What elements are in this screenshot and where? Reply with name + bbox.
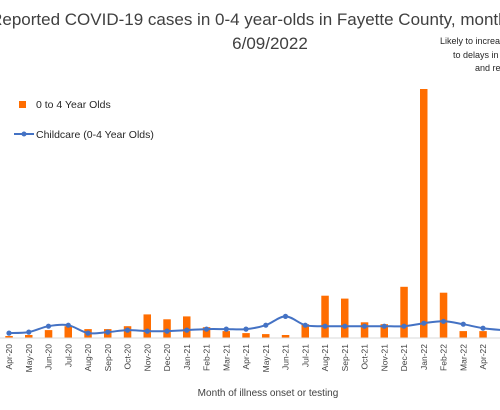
bar-Sep-21 <box>341 298 349 338</box>
childcare-point-Sep-20 <box>105 329 111 335</box>
x-tick-Jan-21: Jan-21 <box>182 344 192 370</box>
childcare-point-Apr-20 <box>6 330 12 336</box>
bar-Jun-20 <box>44 330 53 338</box>
x-tick-Feb-22: Feb-22 <box>439 344 449 371</box>
childcare-point-Oct-21 <box>361 323 368 329</box>
bars <box>5 89 487 338</box>
childcare-point-Apr-21 <box>243 326 249 332</box>
legend-label-cases: 0 to 4 Year Olds <box>36 99 111 111</box>
annotation-line-1: Likely to increa <box>440 36 500 46</box>
x-tick-Feb-21: Feb-21 <box>202 344 212 371</box>
annotation-line-2: to delays in <box>453 50 499 60</box>
childcare-point-Mar-21 <box>223 326 229 332</box>
bar-Jan-22 <box>420 89 428 338</box>
chart-title: Reported COVID-19 cases in 0-4 year-olds… <box>0 10 500 29</box>
childcare-point-May-21 <box>263 322 269 328</box>
bar-Jun-21 <box>281 335 290 338</box>
bar-Jul-20 <box>64 326 72 338</box>
x-tick-Dec-21: Dec-21 <box>399 344 409 372</box>
childcare-point-Nov-20 <box>144 328 150 334</box>
bar-Jul-21 <box>301 324 309 338</box>
x-tick-Nov-20: Nov-20 <box>142 344 152 372</box>
childcare-point-Mar-22 <box>460 321 466 327</box>
legend-label-childcare: Childcare (0-4 Year Olds) <box>36 129 154 141</box>
x-tick-Apr-20: Apr-20 <box>4 344 14 370</box>
childcare-point-Jun-21 <box>282 313 289 319</box>
bar-Nov-20 <box>143 314 151 338</box>
childcare-line <box>6 313 500 336</box>
childcare-point-Jul-21 <box>302 322 308 328</box>
x-tick-Sep-20: Sep-20 <box>103 344 113 372</box>
bar-Dec-21 <box>400 286 408 338</box>
legend-swatch-childcare-marker <box>21 131 27 137</box>
childcare-point-Aug-20 <box>85 330 91 336</box>
childcare-point-May-20 <box>26 329 32 335</box>
legend-swatch-cases <box>19 101 26 108</box>
x-tick-Mar-22: Mar-22 <box>458 344 468 371</box>
x-tick-Oct-20: Oct-20 <box>123 344 133 370</box>
bar-Jan-21 <box>183 316 191 338</box>
x-tick-Jan-22: Jan-22 <box>419 344 429 370</box>
x-tick-May-21: May-21 <box>261 344 271 373</box>
x-tick-Mar-21: Mar-21 <box>221 344 231 371</box>
bar-Apr-21 <box>242 333 250 338</box>
x-tick-Apr-22: Apr-22 <box>478 344 488 370</box>
bar-Feb-22 <box>439 292 448 338</box>
x-tick-Aug-20: Aug-20 <box>83 344 93 372</box>
x-tick-Sep-21: Sep-21 <box>340 344 350 372</box>
bar-Mar-21 <box>222 331 230 338</box>
bar-Oct-21 <box>360 322 369 338</box>
bar-Apr-22 <box>479 331 487 338</box>
x-tick-Apr-21: Apr-21 <box>241 344 251 370</box>
bar-Nov-21 <box>380 324 388 338</box>
childcare-point-Feb-21 <box>203 326 210 332</box>
legend: 0 to 4 Year Olds Childcare (0-4 Year Old… <box>14 99 154 141</box>
childcare-point-Dec-20 <box>164 328 170 334</box>
x-tick-labels: Apr-20 May-20 Jun-20 Jul-20 Aug-20 Sep-20 Oct-… <box>4 344 488 373</box>
childcare-point-Sep-21 <box>342 323 348 329</box>
x-tick-Dec-20: Dec-20 <box>162 344 172 372</box>
x-tick-Nov-21: Nov-21 <box>379 344 389 372</box>
bar-Mar-22 <box>459 331 467 338</box>
x-tick-Jun-21: Jun-21 <box>281 344 291 370</box>
childcare-point-Nov-21 <box>381 323 387 329</box>
chart-subtitle-date: 6/09/2022 <box>232 34 308 53</box>
x-axis-title: Month of illness onset or testing <box>198 388 339 399</box>
bar-Aug-21 <box>321 295 329 338</box>
bar-Apr-20 <box>5 336 13 338</box>
bar-May-21 <box>262 334 270 338</box>
childcare-point-Jul-20 <box>65 322 71 328</box>
annotation-line-3: and re <box>475 63 500 73</box>
childcare-point-Jun-20 <box>45 323 52 329</box>
childcare-point-Jan-22 <box>421 320 427 326</box>
x-tick-May-20: May-20 <box>24 344 34 373</box>
childcare-point-Aug-21 <box>322 323 328 329</box>
childcare-point-Jan-21 <box>184 327 190 333</box>
childcare-point-Apr-22 <box>480 325 486 331</box>
x-tick-Oct-21: Oct-21 <box>360 344 370 370</box>
childcare-point-Oct-20 <box>124 327 131 333</box>
x-tick-Jul-20: Jul-20 <box>63 344 73 367</box>
bar-Feb-21 <box>202 327 211 338</box>
bar-May-20 <box>25 335 33 338</box>
x-tick-Jun-20: Jun-20 <box>44 344 54 370</box>
childcare-point-Dec-21 <box>401 323 407 329</box>
x-tick-Aug-21: Aug-21 <box>320 344 330 372</box>
x-tick-Jul-21: Jul-21 <box>300 344 310 367</box>
childcare-point-Feb-22 <box>440 318 447 324</box>
